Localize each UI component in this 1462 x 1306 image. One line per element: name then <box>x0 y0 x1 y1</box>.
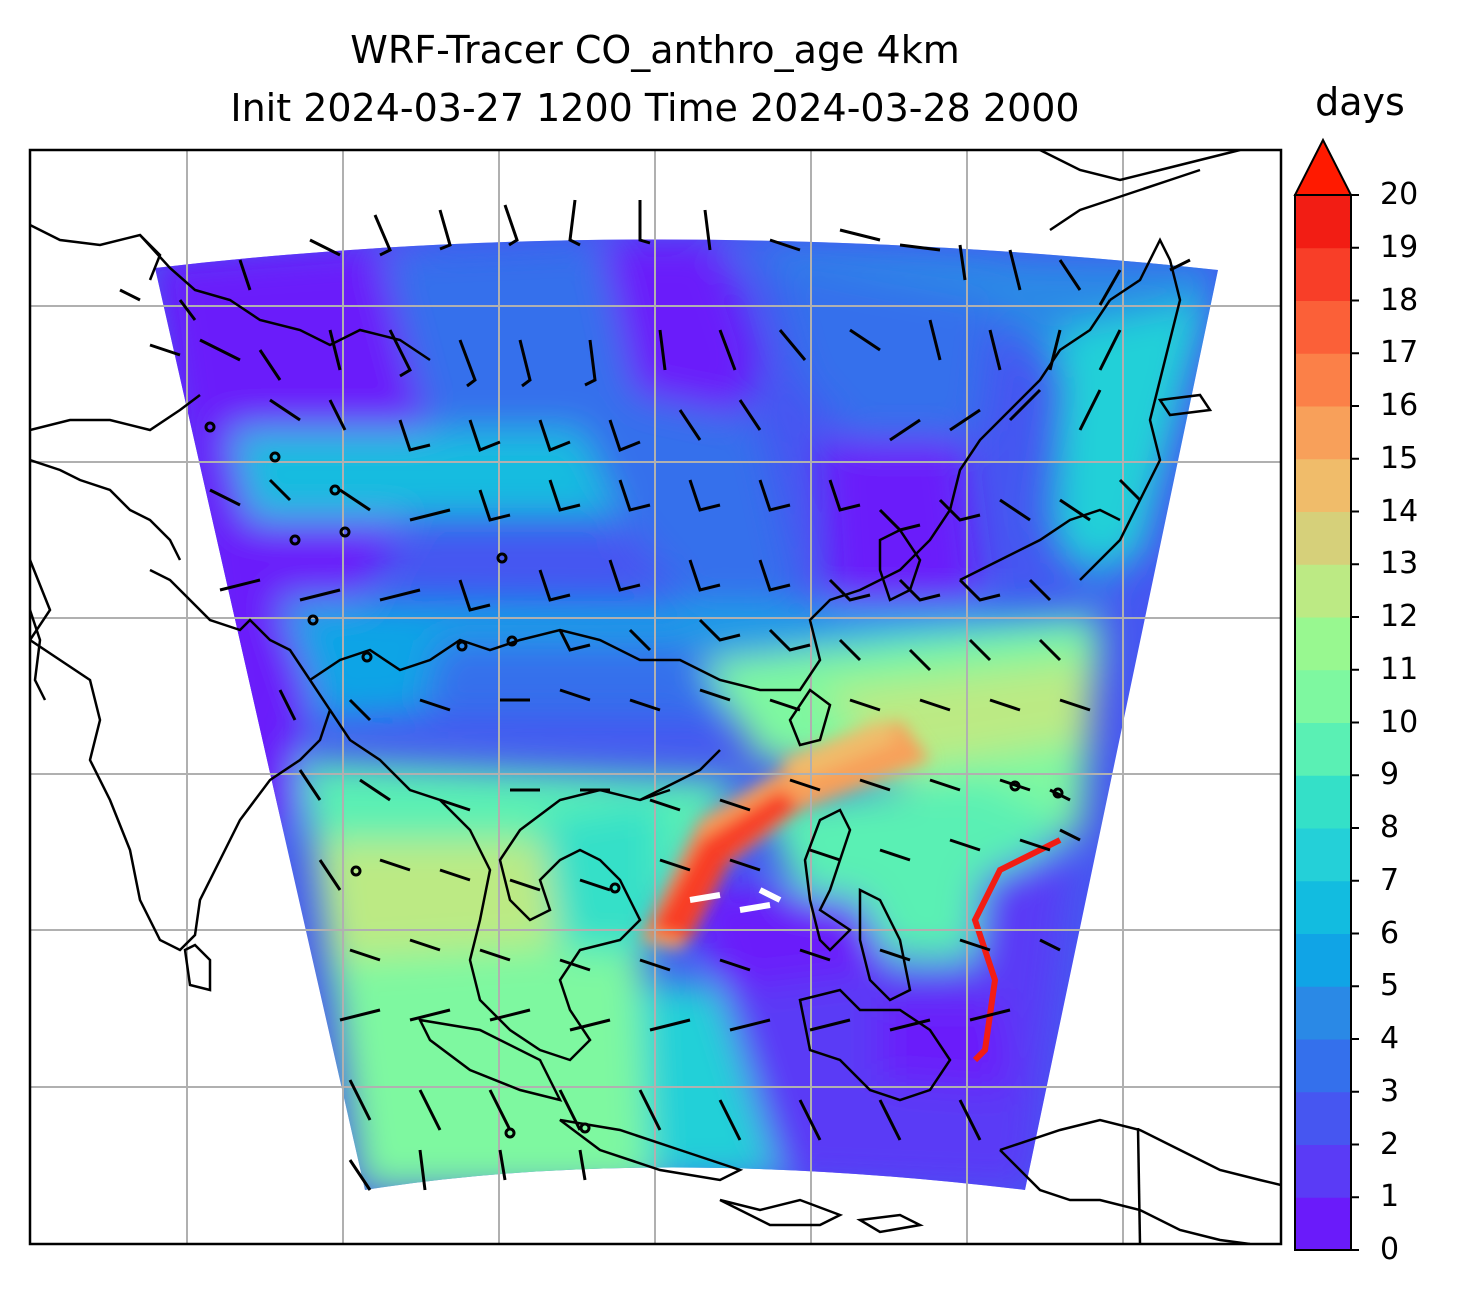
colorbar-tick-label: 4 <box>1380 1021 1400 1056</box>
colorbar-tick-label: 7 <box>1380 862 1400 898</box>
colorbar-tick-label: 16 <box>1380 388 1419 423</box>
colorbar-tick-label: 11 <box>1380 651 1419 687</box>
coastlines <box>30 150 1281 1244</box>
chart-title-line1: WRF-Tracer CO_anthro_age 4km <box>350 28 960 72</box>
tracer-age-field <box>155 239 1218 1191</box>
colorbar-tick-label: 15 <box>1380 440 1419 476</box>
chart-title-line2: Init 2024-03-27 1200 Time 2024-03-28 200… <box>230 86 1080 130</box>
colorbar-tick-label: 20 <box>1380 177 1419 212</box>
colorbar-tick-label: 13 <box>1380 546 1419 582</box>
colorbar-tick-label: 1 <box>1380 1179 1400 1215</box>
map-frame <box>28 148 1283 1246</box>
colorbar-unit-label: days <box>1315 80 1405 124</box>
colorbar-tick-label: 10 <box>1380 704 1419 740</box>
gridlines <box>30 150 1281 1244</box>
colorbar-tick-label: 12 <box>1380 599 1419 634</box>
colorbar-tick-label: 19 <box>1380 229 1419 265</box>
wind-barbs <box>119 199 1191 1191</box>
calm-wind-markers <box>204 421 1064 1139</box>
colorbar-tick-label: 14 <box>1380 493 1419 529</box>
colorbar-tick-label: 9 <box>1380 757 1400 793</box>
colorbar-tick-label: 3 <box>1380 1073 1400 1109</box>
colorbar-tick-label: 2 <box>1380 1126 1400 1162</box>
colorbar-tick-label: 18 <box>1380 282 1419 318</box>
colorbar-tick-label: 17 <box>1380 335 1419 371</box>
colorbar-tick-label: 8 <box>1380 810 1400 845</box>
colorbar-tick-label: 5 <box>1380 968 1400 1004</box>
colorbar-tick-label: 6 <box>1380 915 1400 951</box>
colorbar-tick-label: 0 <box>1380 1232 1400 1267</box>
